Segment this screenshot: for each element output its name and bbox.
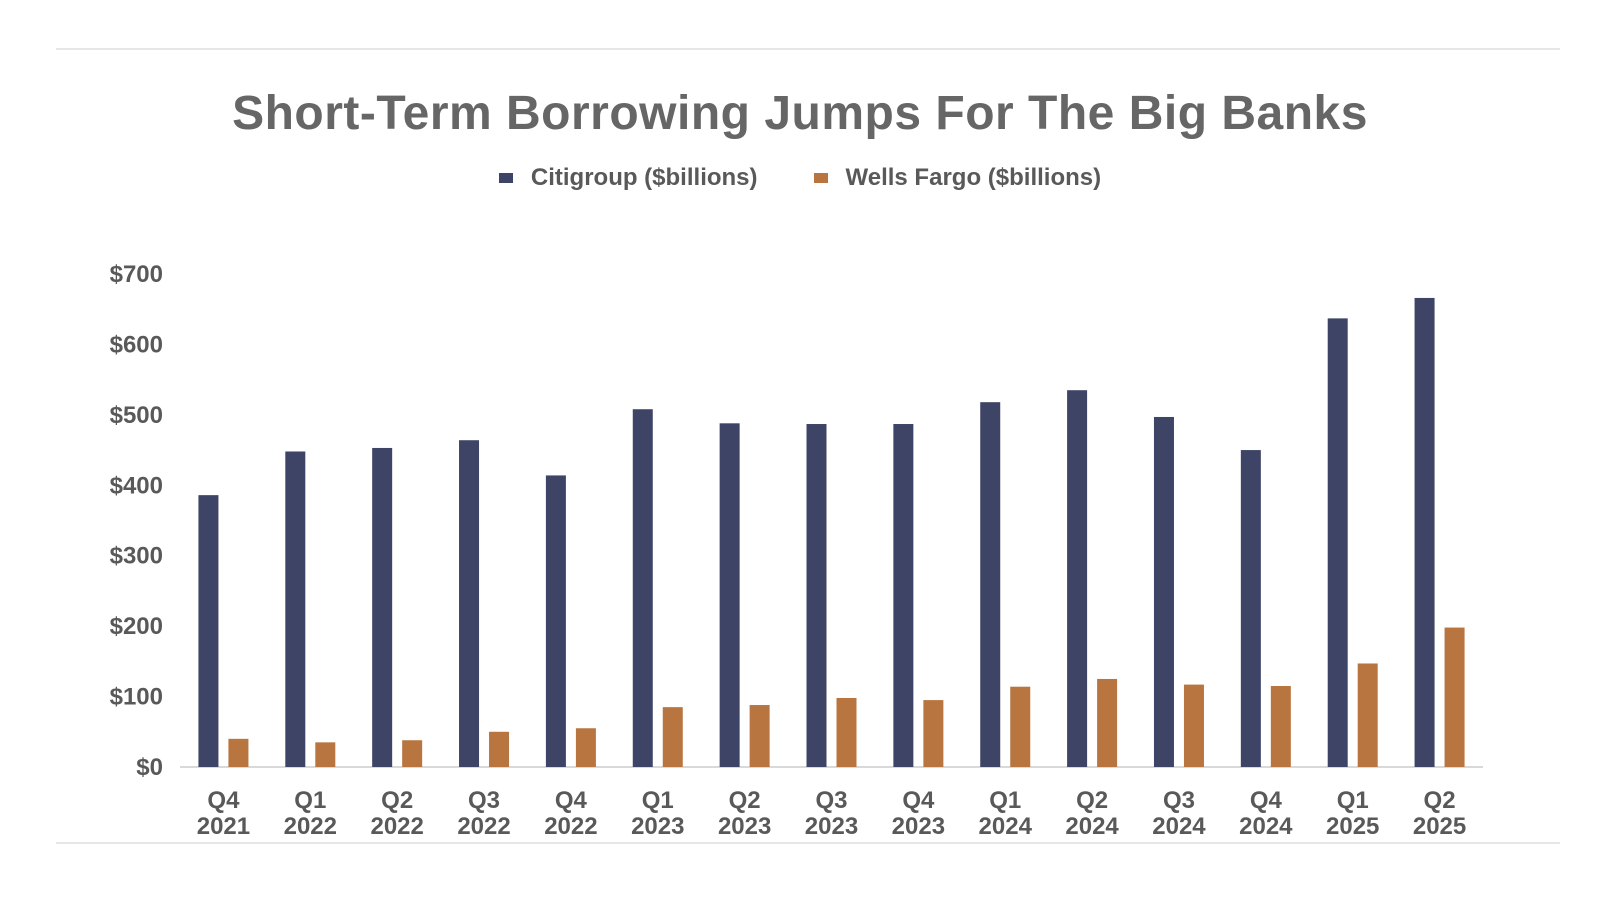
x-tick-label-quarter: Q3 (1163, 787, 1195, 814)
x-tick-label-year: 2022 (370, 813, 423, 840)
x-tick-label-quarter: Q1 (294, 787, 326, 814)
legend: Citigroup ($billions) Wells Fargo ($bill… (0, 164, 1600, 192)
x-tick-label-year: 2024 (979, 813, 1033, 840)
x-tick-label-quarter: Q2 (1424, 787, 1456, 814)
bar-citigroup (285, 451, 306, 767)
legend-swatch-citigroup (498, 173, 513, 183)
x-tick-label-year: 2024 (1152, 813, 1206, 840)
bar-wells-fargo (315, 742, 336, 767)
bar-citigroup (632, 409, 653, 767)
x-tick-label-year: 2022 (284, 813, 337, 840)
x-tick-label-quarter: Q4 (1250, 787, 1283, 814)
legend-label-wells-fargo: Wells Fargo ($billions) (845, 164, 1102, 191)
bar-citigroup (198, 495, 219, 767)
x-tick-label-quarter: Q2 (1076, 787, 1108, 814)
bar-citigroup (372, 447, 393, 767)
x-tick-label-year: 2023 (892, 813, 945, 840)
bar-wells-fargo (1444, 627, 1465, 767)
legend-item-citigroup: Citigroup ($billions) (498, 164, 758, 192)
bar-wells-fargo (575, 728, 596, 767)
bar-citigroup (1240, 450, 1261, 767)
x-tick-label-quarter: Q3 (815, 787, 847, 814)
bar-wells-fargo (923, 700, 944, 767)
x-tick-label-quarter: Q2 (381, 787, 413, 814)
bar-wells-fargo (662, 707, 683, 767)
bar-citigroup (980, 402, 1001, 767)
y-tick-label: $600 (110, 331, 163, 358)
x-tick-label-quarter: Q4 (207, 787, 240, 814)
bar-wells-fargo (402, 740, 423, 767)
x-tick-label-year: 2022 (544, 813, 597, 840)
bar-wells-fargo (489, 731, 510, 767)
chart-title: Short-Term Borrowing Jumps For The Big B… (232, 87, 1368, 140)
x-tick-label-year: 2023 (805, 813, 858, 840)
x-tick-label-quarter: Q2 (729, 787, 761, 814)
y-tick-label: $200 (110, 613, 163, 640)
top-divider (56, 48, 1560, 50)
bar-wells-fargo (1357, 663, 1378, 767)
x-tick-label-year: 2022 (457, 813, 510, 840)
bar-wells-fargo (1010, 686, 1031, 767)
y-tick-label: $700 (110, 261, 163, 288)
x-tick-label-year: 2025 (1326, 813, 1379, 840)
legend-swatch-wells-fargo (813, 173, 828, 183)
bottom-divider (56, 842, 1560, 844)
bar-citigroup (1327, 318, 1348, 767)
x-tick-label-quarter: Q3 (468, 787, 500, 814)
bar-citigroup (1414, 297, 1435, 767)
x-tick-label-quarter: Q1 (1337, 787, 1369, 814)
bar-citigroup (1067, 390, 1088, 767)
bar-wells-fargo (836, 697, 857, 767)
x-tick-label-year: 2024 (1065, 813, 1119, 840)
x-tick-label-quarter: Q1 (989, 787, 1021, 814)
x-tick-label-year: 2025 (1413, 813, 1466, 840)
bar-citigroup (893, 424, 914, 767)
x-tick-label-year: 2023 (631, 813, 684, 840)
bar-wells-fargo (749, 705, 770, 767)
x-tick-label-year: 2023 (718, 813, 771, 840)
x-tick-label-year: 2024 (1239, 813, 1293, 840)
y-tick-label: $400 (110, 472, 163, 499)
bar-citigroup (459, 440, 480, 767)
bar-citigroup (806, 424, 827, 767)
bar-citigroup (719, 423, 740, 767)
bar-citigroup (545, 475, 566, 767)
y-tick-label: $100 (110, 684, 163, 711)
x-tick-label-year: 2021 (197, 813, 250, 840)
x-tick-label-quarter: Q4 (902, 787, 935, 814)
bar-wells-fargo (228, 738, 249, 767)
bar-wells-fargo (1270, 686, 1291, 767)
y-tick-label: $500 (110, 402, 163, 429)
bar-wells-fargo (1097, 678, 1118, 767)
legend-item-wells-fargo: Wells Fargo ($billions) (813, 164, 1102, 192)
x-tick-label-quarter: Q4 (555, 787, 588, 814)
bar-wells-fargo (1183, 684, 1204, 767)
bar-citigroup (1153, 416, 1174, 767)
y-tick-label: $0 (136, 754, 163, 781)
x-tick-label-quarter: Q1 (642, 787, 674, 814)
legend-label-citigroup: Citigroup ($billions) (530, 164, 758, 191)
y-tick-label: $300 (110, 543, 163, 570)
